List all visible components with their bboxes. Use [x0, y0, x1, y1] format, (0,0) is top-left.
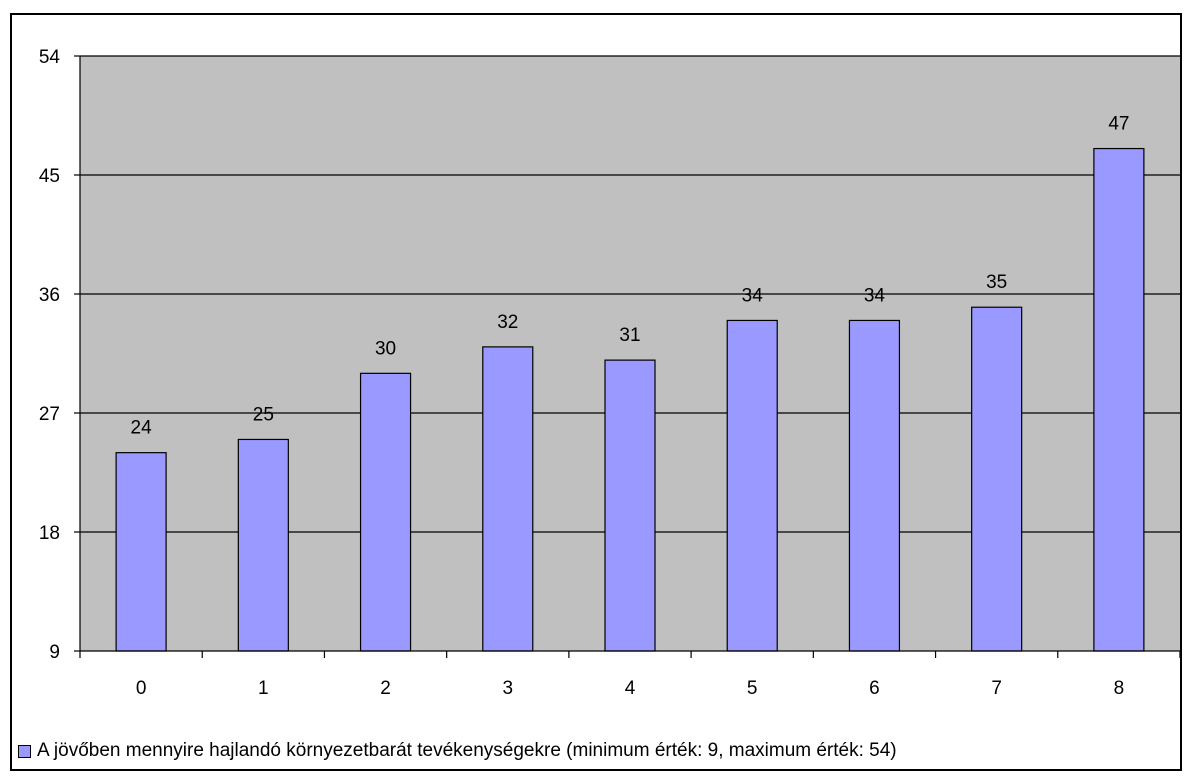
data-label: 24 — [131, 418, 153, 439]
bar — [848, 319, 901, 652]
x-tick-label: 2 — [380, 678, 391, 699]
bar — [115, 452, 167, 652]
data-labels: 24 25 30 32 31 34 34 35 47 — [131, 114, 1130, 439]
y-tick-label: 36 — [39, 285, 60, 306]
data-label: 34 — [864, 285, 886, 306]
data-label: 31 — [619, 325, 640, 346]
data-label: 47 — [1108, 114, 1129, 135]
bar — [604, 359, 656, 652]
y-tick-label: 54 — [39, 47, 61, 68]
y-tick-label: 18 — [39, 523, 60, 544]
data-label: 25 — [253, 404, 274, 425]
data-label: 32 — [497, 312, 518, 333]
y-tick-label: 45 — [39, 166, 60, 187]
bar — [971, 306, 1023, 652]
axes — [74, 55, 1181, 658]
bar — [482, 346, 534, 652]
y-tick-label: 9 — [49, 642, 60, 663]
x-tick-label: 4 — [625, 678, 636, 699]
x-tick-label: 1 — [258, 678, 269, 699]
bar — [359, 372, 412, 652]
bars — [115, 147, 1145, 652]
x-tick-label: 0 — [136, 678, 147, 699]
bar — [237, 438, 289, 652]
legend-label: A jövőben mennyire hajlandó környezetbar… — [37, 740, 897, 761]
x-tick-label: 8 — [1114, 678, 1125, 699]
x-tick-label: 5 — [747, 678, 758, 699]
x-tick-label: 7 — [991, 678, 1002, 699]
x-tick-label: 6 — [869, 678, 880, 699]
y-tick-label: 27 — [39, 404, 60, 425]
data-label: 34 — [742, 285, 764, 306]
legend-swatch — [18, 744, 31, 758]
bar — [726, 319, 778, 652]
bar — [1093, 147, 1145, 652]
x-tick-label: 3 — [502, 678, 513, 699]
legend: A jövőben mennyire hajlandó környezetbar… — [18, 740, 897, 762]
data-label: 35 — [986, 272, 1007, 293]
data-label: 30 — [375, 338, 396, 359]
